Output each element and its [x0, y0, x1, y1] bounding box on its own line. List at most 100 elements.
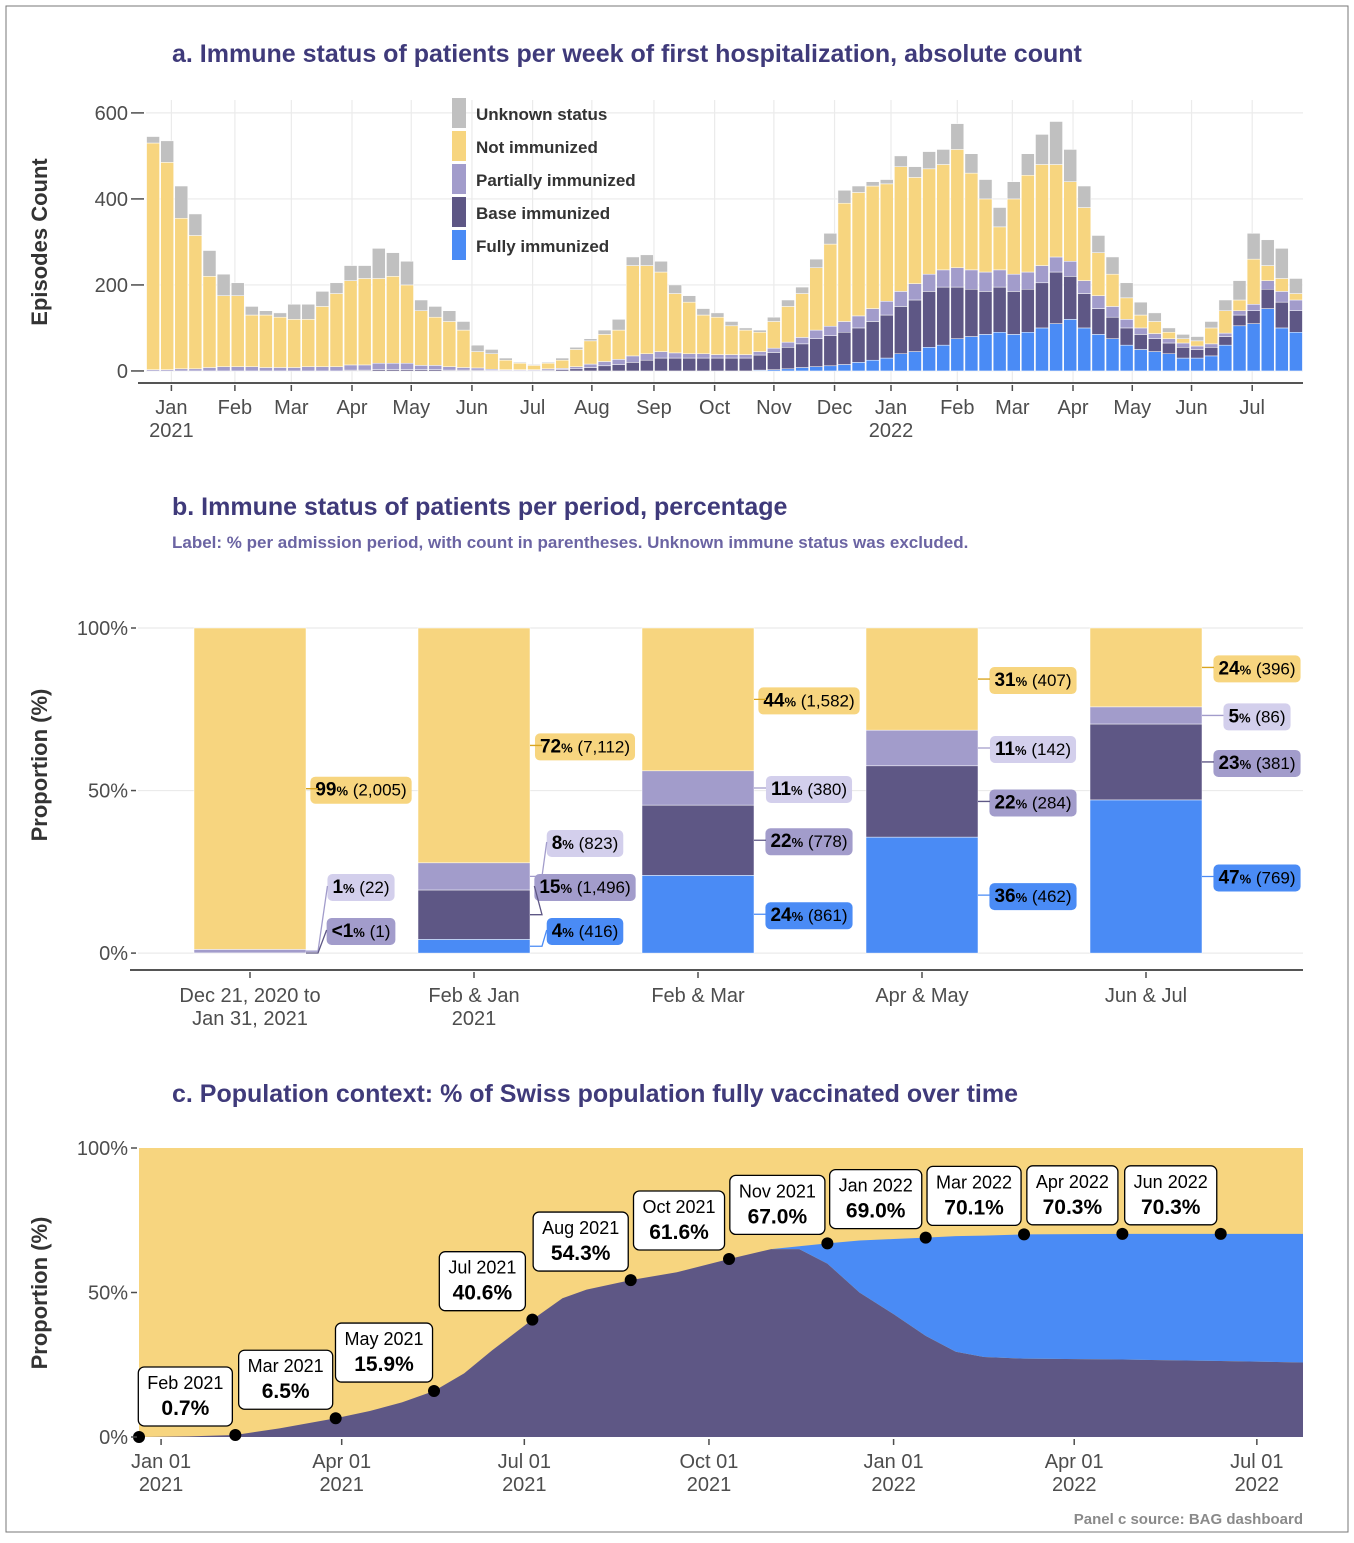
bar-segment — [1120, 328, 1133, 345]
bar-segment — [866, 182, 879, 186]
bar-segment — [725, 358, 738, 371]
x-tick-label: Sep — [636, 397, 672, 419]
bar-segment — [739, 358, 752, 371]
point-label-value: 6.5% — [262, 1380, 310, 1403]
bar-segment — [1064, 261, 1077, 276]
bar-segment — [993, 208, 1006, 227]
bar-segment — [1078, 294, 1091, 328]
bar-segment — [175, 186, 188, 218]
bar-segment — [189, 214, 202, 236]
bar-segment — [824, 366, 837, 371]
bar-segment — [979, 272, 992, 291]
bar-segment — [642, 805, 754, 875]
bar-segment — [386, 363, 399, 369]
bar-segment — [810, 339, 823, 367]
x-tick-label: Feb — [940, 397, 974, 419]
bar-segment — [1261, 240, 1274, 266]
y-axis-title: Proportion (%) — [27, 1217, 52, 1370]
bar-segment — [259, 311, 272, 315]
bar-segment — [866, 730, 978, 766]
bar-segment — [626, 257, 639, 266]
bar-segment — [782, 342, 795, 347]
bar-segment — [782, 306, 795, 342]
x-tick-label: Feb & Mar — [651, 985, 745, 1007]
point-label-date: Mar 2022 — [936, 1172, 1012, 1192]
bar-segment — [1289, 278, 1302, 293]
bar-segment — [1261, 289, 1274, 308]
value-label: 15% (1,496) — [534, 874, 635, 901]
bar-segment — [838, 365, 851, 371]
bar-segment — [810, 367, 823, 371]
point-label-date: Mar 2021 — [248, 1356, 324, 1376]
bar-segment — [1035, 328, 1048, 371]
bar-segment — [1148, 321, 1161, 333]
bar-segment — [993, 227, 1006, 270]
bar-segment — [189, 235, 202, 368]
bar-segment — [1247, 259, 1260, 304]
bar-segment — [852, 328, 865, 362]
bar-segment — [598, 334, 611, 361]
bar-segment — [655, 261, 668, 272]
bar-segment — [372, 278, 385, 363]
value-label: 99% (2,005) — [310, 777, 411, 804]
bar-segment — [697, 315, 710, 354]
bar-segment — [1078, 186, 1091, 208]
bar-segment — [316, 306, 329, 366]
bar-segment — [330, 294, 343, 367]
bar-segment — [725, 321, 738, 325]
bar-segment — [194, 949, 306, 953]
bar-segment — [725, 355, 738, 358]
bar-segment — [1021, 154, 1034, 176]
bar-segment — [965, 173, 978, 270]
point-label-value: 0.7% — [161, 1397, 209, 1420]
bar-segment — [1177, 347, 1190, 358]
bar-segment — [1007, 291, 1020, 334]
bar-segment — [1134, 334, 1147, 349]
bar-segment — [824, 336, 837, 366]
bar-segment — [344, 266, 357, 281]
bar-segment — [880, 184, 893, 301]
bar-segment — [1275, 328, 1288, 371]
bar-segment — [965, 270, 978, 289]
bar-segment — [612, 330, 625, 359]
bar-segment — [1092, 235, 1105, 252]
bar-segment — [330, 283, 343, 294]
bar-segment — [274, 317, 287, 367]
bar-segment — [1233, 281, 1246, 300]
y-tick-label: 400 — [95, 189, 128, 211]
bar-segment — [1289, 294, 1302, 300]
bar-segment — [1219, 300, 1232, 311]
bar-segment — [429, 306, 442, 317]
bar-segment — [739, 330, 752, 355]
bar-segment — [302, 304, 315, 319]
bar-segment — [965, 154, 978, 173]
bar-segment — [612, 359, 625, 364]
bar-segment — [1191, 337, 1204, 341]
bar-segment — [1134, 315, 1147, 328]
bar-segment — [584, 364, 597, 367]
point — [1018, 1228, 1030, 1240]
bar-segment — [796, 368, 809, 371]
bar-segment — [499, 358, 512, 360]
bar-segment — [1205, 344, 1218, 347]
bar-segment — [810, 330, 823, 339]
bar-segment — [372, 248, 385, 278]
bar-segment — [1092, 296, 1105, 309]
value-label: 23% (381) — [1213, 750, 1300, 777]
bar-segment — [951, 124, 964, 150]
bar-segment — [556, 360, 569, 368]
bar-segment — [288, 319, 301, 367]
value-label-text: 44% (1,582) — [763, 690, 854, 711]
bar-segment — [1106, 274, 1119, 306]
bar-segment — [1205, 356, 1218, 371]
bar-segment — [386, 253, 399, 277]
point-label-date: Feb 2021 — [147, 1373, 223, 1393]
bar-segment — [711, 313, 724, 317]
